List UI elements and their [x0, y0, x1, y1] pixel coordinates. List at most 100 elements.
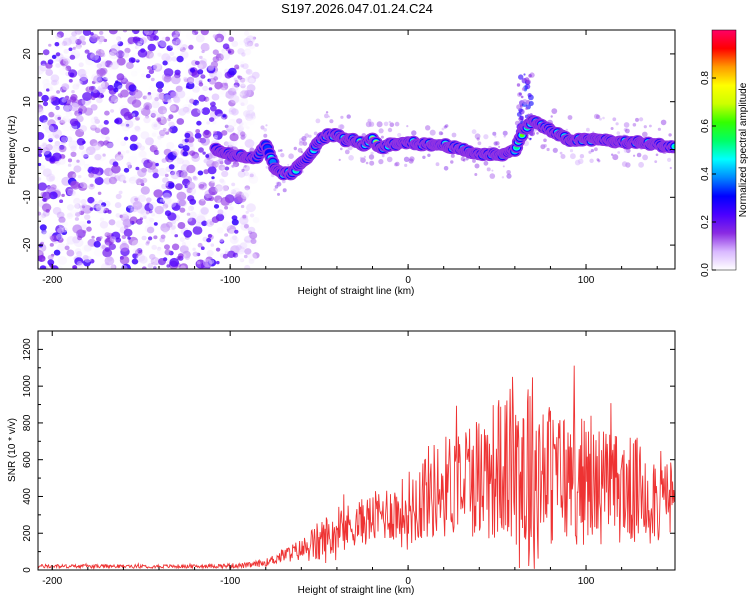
noise-blob: [195, 129, 201, 134]
noise-blob: [160, 234, 166, 239]
ridge-halo-blob: [380, 135, 384, 139]
noise-blob: [185, 96, 194, 104]
noise-blob: [145, 210, 150, 215]
ridge-halo-blob: [602, 116, 605, 120]
ridge-halo-blob: [346, 114, 351, 119]
ridge-halo-blob: [241, 168, 245, 172]
noise-blob: [137, 194, 147, 203]
noise-blob: [233, 187, 241, 194]
ridge-halo-blob: [543, 138, 547, 143]
noise-blob: [141, 235, 147, 241]
noise-blob: [71, 207, 79, 214]
noise-blob: [171, 56, 178, 62]
ridge-halo-blob: [383, 121, 389, 127]
noise-blob: [129, 143, 138, 151]
noise-blob: [112, 36, 121, 45]
noise-blob: [225, 90, 235, 99]
noise-blob: [152, 168, 159, 174]
noise-blob: [147, 263, 153, 269]
noise-blob: [163, 229, 168, 234]
noise-blob: [223, 79, 228, 84]
noise-blob: [124, 120, 134, 129]
noise-blob: [65, 186, 74, 195]
noise-blob: [192, 175, 197, 180]
noise-blob: [38, 255, 46, 262]
noise-blob: [93, 248, 103, 257]
noise-blob: [179, 46, 186, 53]
ridge-halo-blob: [443, 125, 447, 129]
noise-blob: [167, 182, 175, 189]
noise-blob: [182, 30, 187, 33]
noise-blob: [59, 58, 69, 67]
noise-blob: [115, 50, 125, 59]
ridge-halo-blob: [540, 144, 546, 150]
noise-blob: [237, 75, 243, 80]
ridge-halo-blob: [551, 108, 558, 114]
noise-blob: [243, 115, 252, 124]
ridge-halo-blob: [623, 128, 628, 132]
noise-blob: [179, 263, 189, 269]
noise-blob: [110, 44, 121, 53]
noise-blob: [218, 164, 226, 171]
noise-blob: [38, 182, 47, 191]
noise-blob: [64, 113, 71, 119]
noise-blob: [117, 93, 122, 97]
noise-blob: [152, 63, 163, 72]
noise-blob: [38, 132, 45, 140]
noise-blob: [170, 170, 176, 176]
ridge-halo-blob: [594, 147, 598, 152]
noise-blob: [224, 124, 229, 128]
noise-blob: [62, 58, 71, 65]
noise-blob: [139, 37, 147, 44]
noise-blob: [174, 234, 178, 238]
noise-blob: [231, 84, 239, 92]
noise-blob: [116, 36, 122, 42]
noise-blob: [192, 251, 199, 257]
noise-blob: [177, 198, 186, 207]
ridge-halo-blob: [586, 127, 590, 132]
colorbar-tick-label: 0.2: [700, 215, 711, 229]
noise-blob: [74, 203, 81, 210]
noise-blob: [216, 227, 224, 234]
noise-blob: [62, 115, 70, 123]
ridge-halo-blob: [450, 153, 455, 158]
noise-blob: [206, 97, 214, 104]
ridge-halo-blob: [506, 170, 511, 175]
noise-blob: [213, 76, 219, 81]
noise-blob: [140, 48, 146, 53]
noise-blob: [67, 212, 73, 218]
noise-blob: [56, 31, 64, 38]
noise-blob: [201, 107, 211, 115]
noise-blob: [149, 52, 159, 61]
noise-blob: [224, 166, 230, 171]
noise-blob: [94, 153, 102, 161]
noise-blob: [117, 151, 122, 155]
noise-blob: [67, 188, 75, 196]
noise-blob: [244, 248, 252, 255]
noise-blob: [68, 47, 73, 52]
noise-blob: [82, 230, 87, 234]
noise-blob: [78, 35, 86, 42]
noise-blob: [188, 142, 194, 147]
noise-blob: [68, 140, 78, 149]
noise-blob: [104, 256, 115, 266]
noise-blob: [128, 57, 136, 64]
noise-blob: [245, 113, 254, 121]
noise-blob: [134, 125, 141, 131]
noise-blob: [192, 226, 203, 235]
noise-blob: [43, 82, 53, 92]
noise-blob: [254, 43, 259, 47]
noise-blob: [171, 243, 180, 251]
noise-blob: [148, 69, 155, 75]
noise-blob: [108, 176, 117, 185]
noise-blob: [115, 156, 123, 163]
noise-blob: [245, 210, 249, 214]
noise-blob: [76, 138, 86, 146]
noise-blob: [175, 89, 186, 99]
noise-blob: [119, 255, 130, 265]
noise-blob: [53, 249, 61, 256]
noise-blob: [66, 213, 74, 219]
noise-blob: [102, 227, 112, 236]
noise-blob: [221, 130, 228, 136]
noise-blob: [198, 64, 203, 69]
